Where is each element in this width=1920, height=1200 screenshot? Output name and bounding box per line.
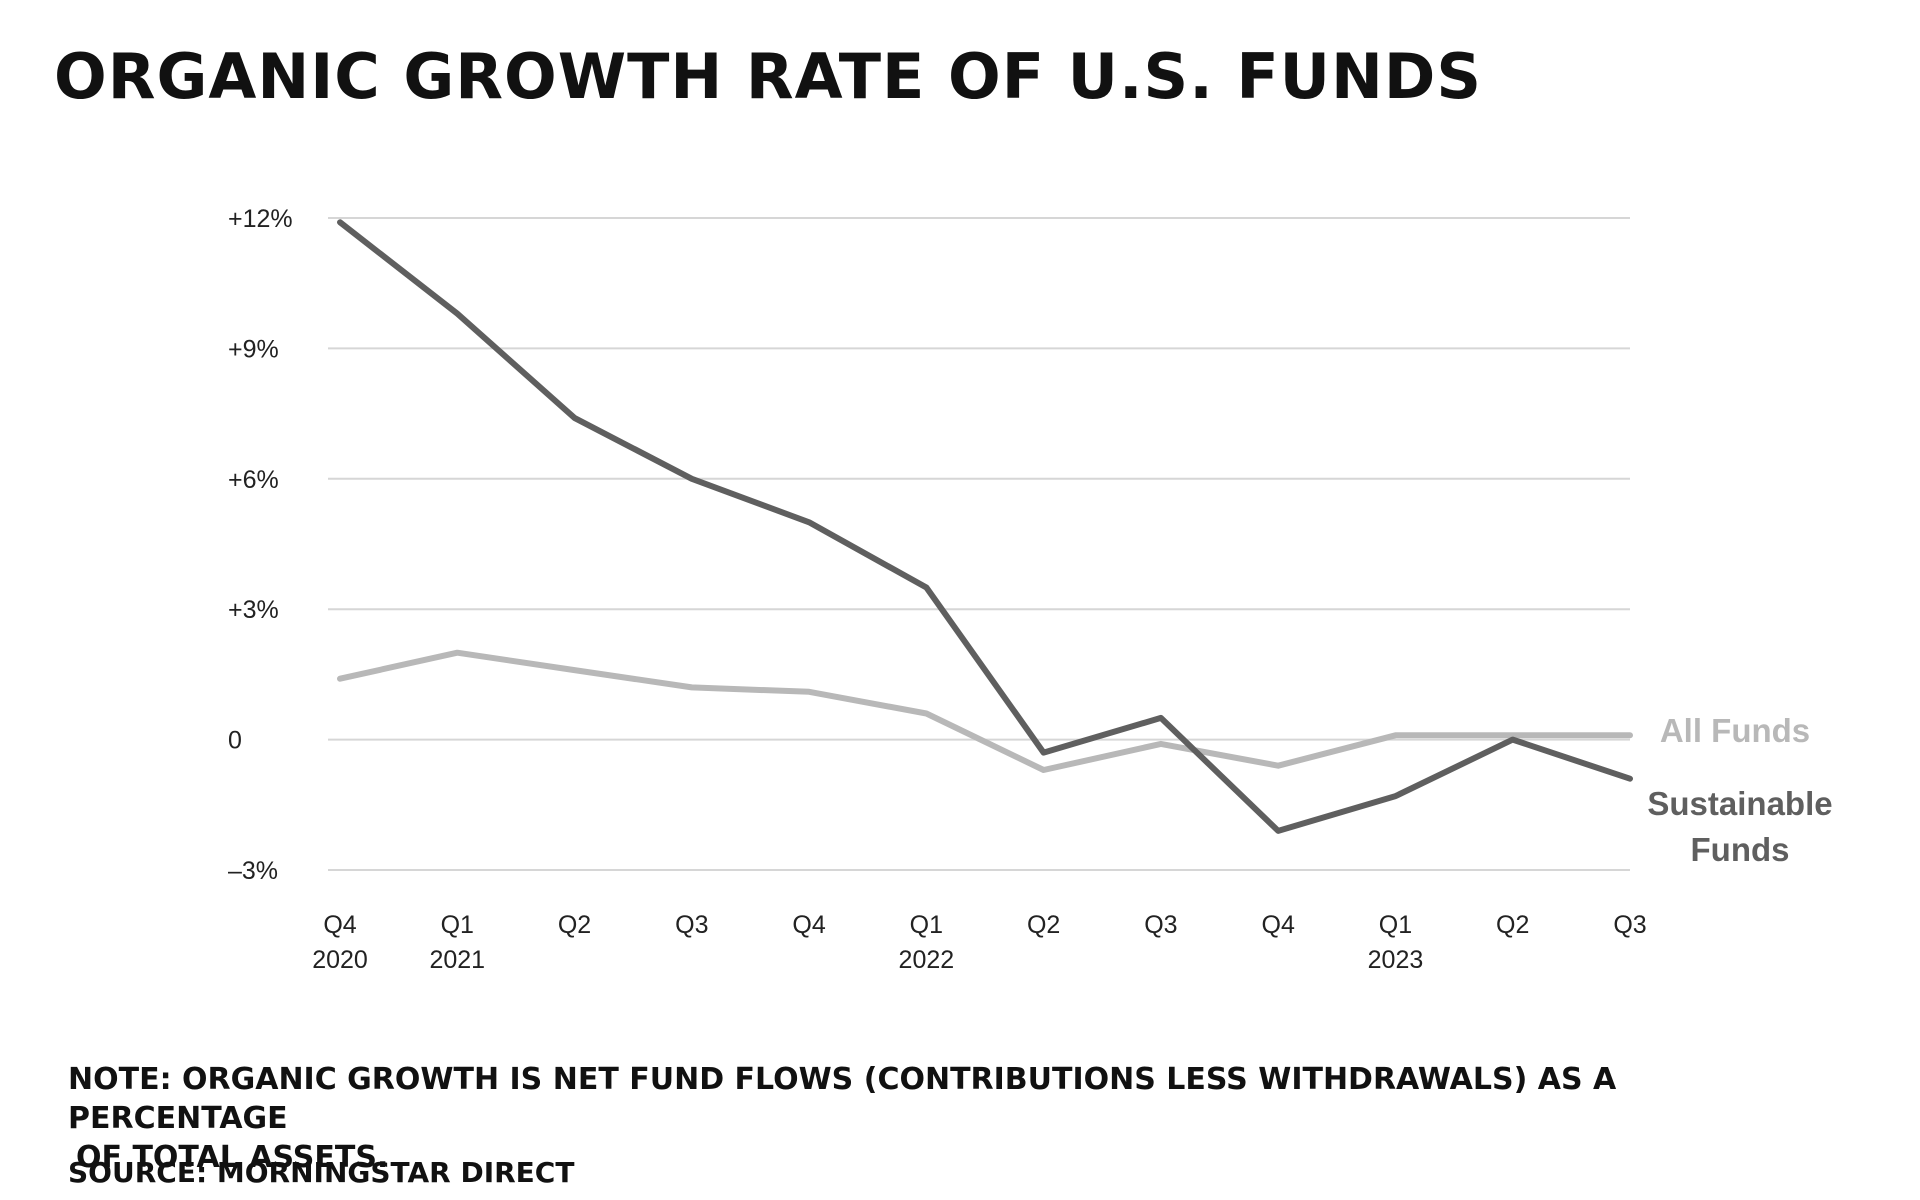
y-tick-label: +6% — [228, 466, 279, 494]
y-tick-label: 0 — [228, 727, 242, 755]
series-lines — [337, 219, 1633, 834]
x-tick-year-label: 2020 — [312, 946, 368, 974]
line-chart: +12% +9% +6% +3% 0 –3% Q4 2020 Q1 2021 Q2 Q3 Q4 Q1 20… — [228, 205, 1833, 974]
x-tick-label: Q3 — [675, 911, 708, 939]
x-tick-label: Q1 — [441, 911, 474, 939]
x-tick-label: Q4 — [1262, 911, 1295, 939]
x-tick-label: Q1 — [910, 911, 943, 939]
chart-note: NOTE: ORGANIC GROWTH IS NET FUND FLOWS (… — [68, 1060, 1768, 1177]
series-label: Sustainable — [1647, 785, 1832, 822]
x-tick-label: Q2 — [1496, 911, 1529, 939]
y-tick-label: –3% — [228, 857, 278, 885]
series-label: All Funds — [1660, 712, 1810, 749]
chart-title: ORGANIC GROWTH RATE OF U.S. FUNDS — [54, 40, 1483, 113]
x-tick-label: Q3 — [1613, 911, 1646, 939]
y-tick-label: +3% — [228, 596, 279, 624]
gridlines — [328, 217, 1630, 871]
series-label: Funds — [1691, 831, 1790, 868]
x-tick-label: Q1 — [1379, 911, 1412, 939]
series-line-all-funds — [337, 649, 1633, 773]
x-tick-label: Q4 — [792, 911, 825, 939]
y-tick-label: +12% — [228, 205, 293, 233]
note-line-2: OF TOTAL ASSETS. — [76, 1140, 389, 1175]
x-tick-label: Q2 — [558, 911, 591, 939]
series-line-sustainable-funds — [337, 219, 1633, 834]
x-tick-year-label: 2021 — [429, 946, 485, 974]
x-axis-ticks: Q4 2020 Q1 2021 Q2 Q3 Q4 Q1 2022 Q2 Q3 Q4 Q1 2023 Q2 Q3 — [312, 911, 1646, 974]
y-tick-label: +9% — [228, 335, 279, 363]
x-tick-year-label: 2022 — [899, 946, 955, 974]
y-axis-ticks: +12% +9% +6% +3% 0 –3% — [228, 205, 293, 885]
series-labels: All Funds Sustainable Funds — [1647, 712, 1832, 868]
note-line-1: NOTE: ORGANIC GROWTH IS NET FUND FLOWS (… — [68, 1062, 1617, 1136]
x-tick-year-label: 2023 — [1368, 946, 1424, 974]
x-tick-label: Q4 — [323, 911, 356, 939]
chart-source: SOURCE: MORNINGSTAR DIRECT — [68, 1156, 575, 1189]
x-tick-label: Q2 — [1027, 911, 1060, 939]
x-tick-label: Q3 — [1144, 911, 1177, 939]
